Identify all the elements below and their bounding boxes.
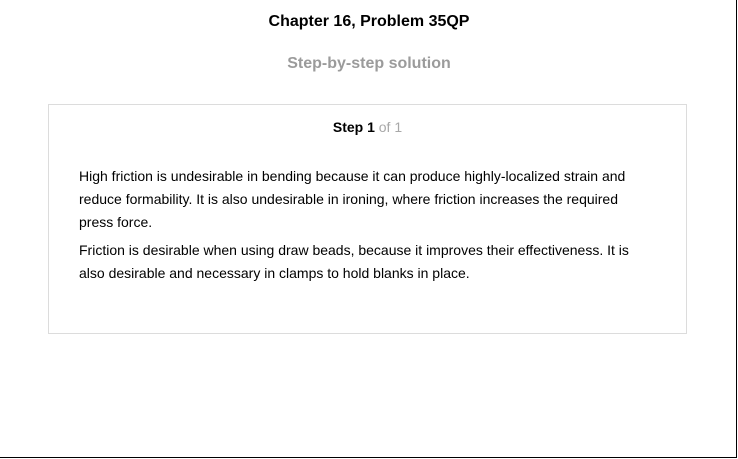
step-body: High friction is undesirable in bending … <box>79 165 649 290</box>
solution-heading: Step-by-step solution <box>287 55 451 72</box>
step-total: of 1 <box>378 119 403 135</box>
step-paragraph: High friction is undesirable in bending … <box>79 168 626 230</box>
chapter-title: Chapter 16, Problem 35QP <box>268 13 470 30</box>
step-number: Step 1 <box>332 119 375 135</box>
step-card: Step 1 of 1 High friction is undesirable… <box>48 104 687 334</box>
step-paragraph: Friction is desirable when using draw be… <box>79 242 629 281</box>
step-header: Step 1 of 1 <box>49 118 686 136</box>
